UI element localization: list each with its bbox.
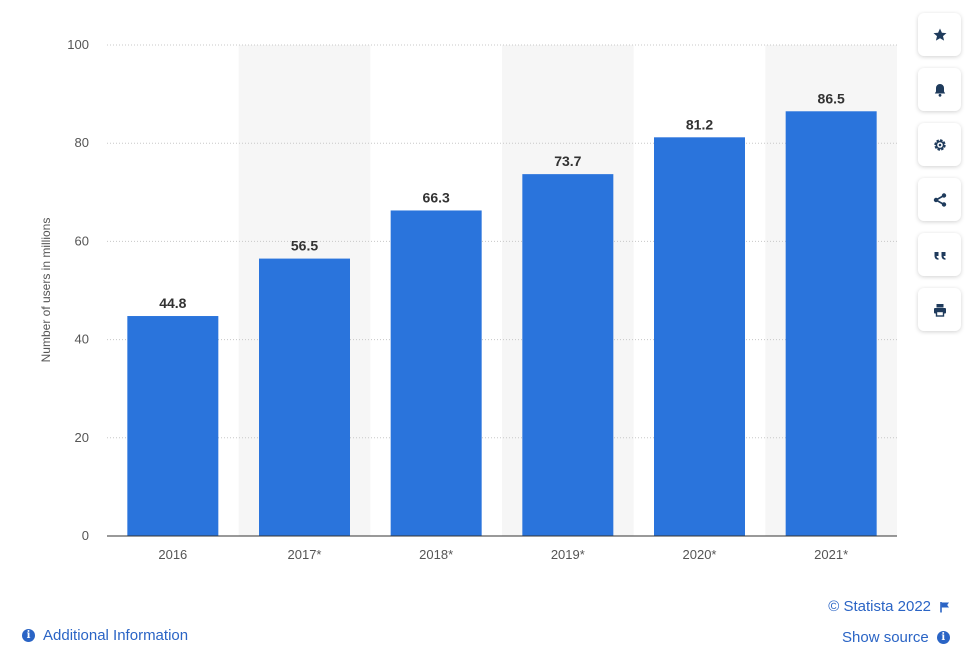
y-tick-label: 20 <box>75 430 89 445</box>
quote-icon <box>934 251 945 260</box>
y-tick-label: 80 <box>75 135 89 150</box>
y-tick-label: 40 <box>75 332 89 347</box>
bar-chart: 0 20 40 60 80 100 44.8 56.5 66.3 73.7 81.2 86.5 20… <box>39 37 897 562</box>
favorite-button[interactable] <box>918 13 961 56</box>
flag-icon <box>940 601 949 612</box>
x-tick-label: 2017* <box>288 547 322 562</box>
bar[interactable] <box>259 258 350 536</box>
info-icon: i <box>936 631 950 644</box>
data-label: 44.8 <box>159 295 186 311</box>
x-tick-label: 2020* <box>683 547 717 562</box>
data-label: 73.7 <box>554 153 581 169</box>
bars <box>127 111 877 537</box>
statista-credit[interactable]: © Statista 2022 <box>828 598 951 615</box>
additional-information-label: Additional Information <box>43 627 189 644</box>
data-labels: 44.8 56.5 66.3 73.7 81.2 86.5 <box>159 90 845 311</box>
info-icon: i <box>22 629 35 642</box>
data-label: 56.5 <box>291 238 318 254</box>
x-axis-ticks: 2016 2017* 2018* 2019* 2020* 2021* <box>158 547 848 562</box>
star-icon <box>933 28 946 41</box>
data-label: 86.5 <box>818 90 845 106</box>
y-tick-label: 60 <box>75 233 89 248</box>
settings-button[interactable] <box>918 123 961 166</box>
bar[interactable] <box>127 316 219 536</box>
x-tick-label: 2016 <box>158 547 187 562</box>
show-source-link[interactable]: Show source i <box>842 629 950 646</box>
bar[interactable] <box>522 174 614 536</box>
y-tick-label: 0 <box>82 528 89 543</box>
y-tick-label: 100 <box>67 37 89 52</box>
credit-text: © Statista 2022 <box>828 598 931 615</box>
y-axis-ticks: 0 20 40 60 80 100 <box>67 37 89 543</box>
gear-icon <box>933 138 946 151</box>
additional-information-link[interactable]: i Additional Information <box>22 627 188 644</box>
data-label: 81.2 <box>686 116 713 132</box>
y-axis-label: Number of users in millions <box>39 218 53 363</box>
notification-button[interactable] <box>918 68 961 111</box>
show-source-label: Show source <box>842 629 929 646</box>
print-icon <box>933 303 946 317</box>
data-label: 66.3 <box>423 189 450 205</box>
x-tick-label: 2018* <box>419 547 453 562</box>
share-button[interactable] <box>918 178 961 221</box>
bar[interactable] <box>390 210 482 537</box>
bell-icon <box>934 83 945 97</box>
bar[interactable] <box>654 137 745 537</box>
x-tick-label: 2021* <box>814 547 848 562</box>
print-button[interactable] <box>918 288 961 331</box>
x-tick-label: 2019* <box>551 547 585 562</box>
share-icon <box>933 192 946 207</box>
bar[interactable] <box>785 111 877 536</box>
cite-button[interactable] <box>918 233 961 276</box>
